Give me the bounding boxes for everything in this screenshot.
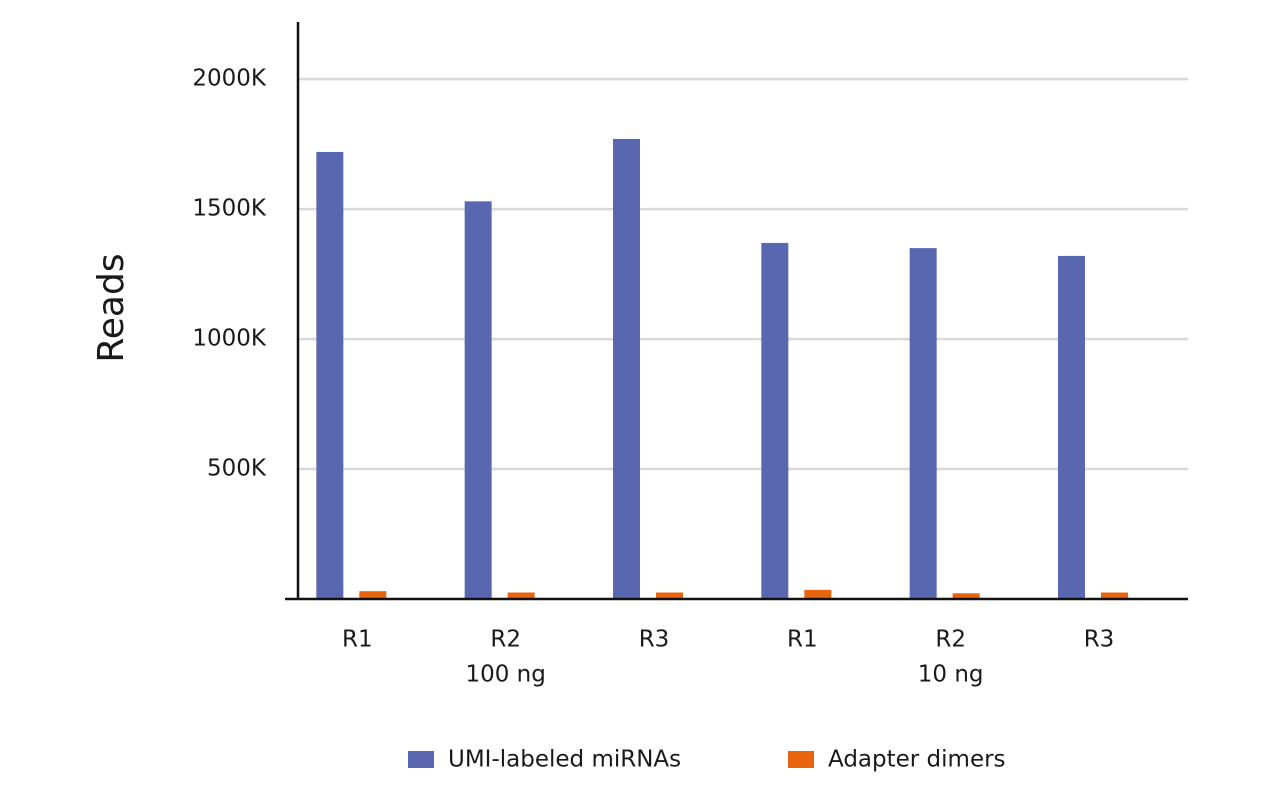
bar xyxy=(316,151,344,599)
x-tick-label: R3 xyxy=(639,627,670,653)
y-tick-label: 1000K xyxy=(192,326,267,352)
group-label: 100 ng xyxy=(465,662,545,688)
bar xyxy=(804,589,832,599)
x-tick-label: R2 xyxy=(935,627,966,653)
x-tick-label: R3 xyxy=(1084,627,1115,653)
x-tick-label: R1 xyxy=(342,627,373,653)
y-tick-label: 1500K xyxy=(192,196,267,222)
legend-label: UMI-labeled miRNAs xyxy=(448,747,681,773)
x-tick-label: R1 xyxy=(787,627,818,653)
bar xyxy=(507,592,535,599)
bar xyxy=(359,591,387,599)
legend-swatch xyxy=(788,751,814,768)
bar xyxy=(909,248,937,599)
bar xyxy=(656,592,683,599)
y-tick-label: 2000K xyxy=(192,66,267,92)
bar xyxy=(952,593,980,599)
legend-swatch xyxy=(408,751,434,768)
group-label: 10 ng xyxy=(918,662,984,688)
bar xyxy=(1058,255,1085,599)
x-tick-label: R2 xyxy=(490,627,521,653)
legend-label: Adapter dimers xyxy=(828,747,1006,773)
bar xyxy=(464,201,492,600)
bar xyxy=(613,138,640,599)
y-tick-label: 500K xyxy=(207,456,267,482)
y-axis-label: Reads xyxy=(91,253,132,362)
bar xyxy=(1101,592,1128,599)
bar xyxy=(761,242,789,600)
